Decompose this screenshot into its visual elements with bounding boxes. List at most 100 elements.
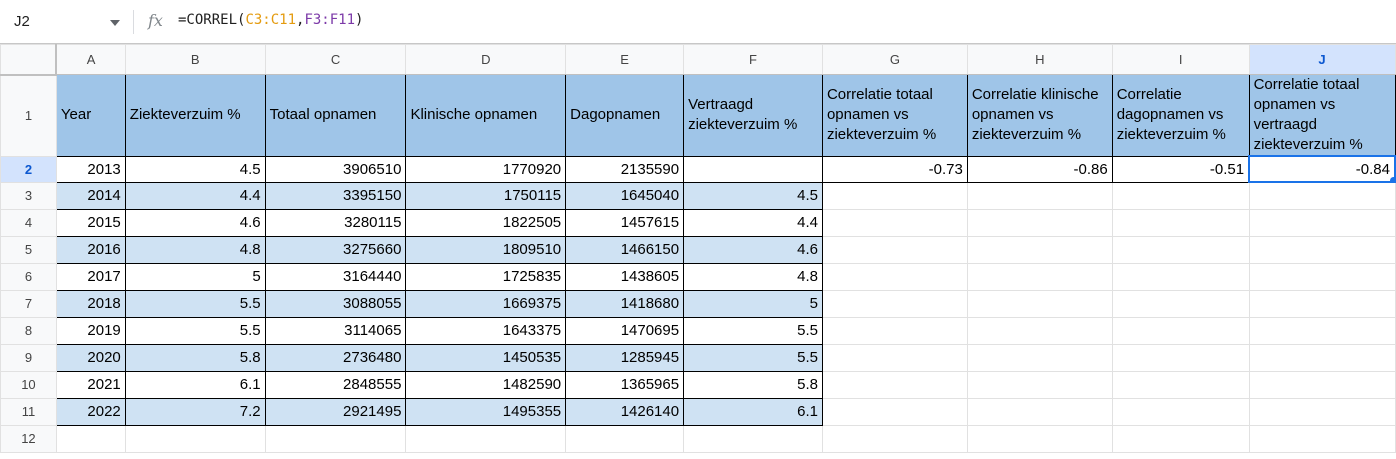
cell-i5[interactable] [1111,235,1250,264]
cell-h11[interactable] [966,397,1113,426]
cell-d12[interactable] [405,424,567,453]
cell-vertraagd-ziekteverzuim[interactable]: 4.8 [683,262,823,291]
header-cell-j[interactable]: Correlatie totaal opnamen vs vertraagd z… [1248,74,1396,157]
cell-totaal-opnamen[interactable]: 3275660 [264,235,407,264]
cell-j9[interactable] [1248,343,1396,372]
cell-ziekteverzuim[interactable]: 5 [124,262,266,291]
header-cell-a[interactable]: Year [55,74,126,157]
cell-i9[interactable] [1111,343,1250,372]
cell-klinische-opnamen[interactable]: 1725835 [405,262,567,291]
cell-g9[interactable] [821,343,968,372]
cell-ziekteverzuim[interactable]: 7.2 [124,397,266,426]
cell-year[interactable]: 2014 [55,181,126,210]
cell-j11[interactable] [1248,397,1396,426]
header-cell-h[interactable]: Correlatie klinische opnamen vs ziekteve… [966,74,1113,157]
cell-ziekteverzuim[interactable]: 5.5 [124,289,266,318]
cell-vertraagd-ziekteverzuim[interactable]: 5 [683,289,823,318]
cell-klinische-opnamen[interactable]: 1750115 [405,181,567,210]
row-header-8[interactable]: 8 [0,316,57,345]
header-cell-e[interactable]: Dagopnamen [565,74,685,157]
cell-totaal-opnamen[interactable]: 3088055 [264,289,407,318]
cell-year[interactable]: 2021 [55,370,126,399]
cell-j4[interactable] [1248,208,1396,237]
cell-j7[interactable] [1248,289,1396,318]
row-header-1[interactable]: 1 [0,74,57,157]
header-cell-f[interactable]: Vertraagd ziekteverzuim % [683,74,823,157]
cell-i4[interactable] [1111,208,1250,237]
column-header-h[interactable]: H [966,44,1113,75]
row-header-10[interactable]: 10 [0,370,57,399]
cell-f12[interactable] [683,424,823,453]
cell-a12[interactable] [55,424,126,453]
row-header-6[interactable]: 6 [0,262,57,291]
cell-vertraagd-ziekteverzuim[interactable]: 5.8 [683,370,823,399]
cell-year[interactable]: 2016 [55,235,126,264]
cell-klinische-opnamen[interactable]: 1495355 [405,397,567,426]
cell-vertraagd-ziekteverzuim[interactable]: 5.5 [683,343,823,372]
cell-vertraagd-ziekteverzuim[interactable]: 6.1 [683,397,823,426]
cell-g11[interactable] [821,397,968,426]
cell-dagopnamen[interactable]: 1365965 [565,370,685,399]
cell-klinische-opnamen[interactable]: 1822505 [405,208,567,237]
cell-h3[interactable] [966,181,1113,210]
cell-totaal-opnamen[interactable]: 2736480 [264,343,407,372]
cell-dagopnamen[interactable]: 1457615 [565,208,685,237]
cell-g12[interactable] [821,424,968,453]
cell-ziekteverzuim[interactable]: 4.8 [124,235,266,264]
cell-vertraagd-ziekteverzuim[interactable]: 4.5 [683,181,823,210]
cell-totaal-opnamen[interactable]: 2848555 [264,370,407,399]
cell-c12[interactable] [264,424,407,453]
cell-dagopnamen[interactable]: 2135590 [565,155,685,183]
select-all-corner[interactable] [0,44,58,76]
cell-i10[interactable] [1111,370,1250,399]
cell-dagopnamen[interactable]: 1645040 [565,181,685,210]
cell-j6[interactable] [1248,262,1396,291]
cell-year[interactable]: 2015 [55,208,126,237]
cell-dagopnamen[interactable]: 1426140 [565,397,685,426]
column-header-e[interactable]: E [565,44,685,75]
cell-g5[interactable] [821,235,968,264]
cell-year[interactable]: 2017 [55,262,126,291]
cell-vertraagd-ziekteverzuim[interactable] [683,155,823,183]
cell-h6[interactable] [966,262,1113,291]
cell-j10[interactable] [1248,370,1396,399]
cell-i12[interactable] [1111,424,1250,453]
column-header-f[interactable]: F [683,44,823,75]
cell-year[interactable]: 2013 [55,155,126,183]
cell-ziekteverzuim[interactable]: 5.8 [124,343,266,372]
cell-i11[interactable] [1111,397,1250,426]
cell-g10[interactable] [821,370,968,399]
fill-handle[interactable] [1389,176,1394,180]
cell-ziekteverzuim[interactable]: 6.1 [124,370,266,399]
row-header-5[interactable]: 5 [0,235,57,264]
cell-dagopnamen[interactable]: 1466150 [565,235,685,264]
cell-h5[interactable] [966,235,1113,264]
cell-year[interactable]: 2019 [55,316,126,345]
cell-dagopnamen[interactable]: 1438605 [565,262,685,291]
cell-g8[interactable] [821,316,968,345]
cell-j12[interactable] [1248,424,1396,453]
cell-totaal-opnamen[interactable]: 3395150 [264,181,407,210]
cell-totaal-opnamen[interactable]: 3164440 [264,262,407,291]
cell-g4[interactable] [821,208,968,237]
cell-j5[interactable] [1248,235,1396,264]
cell-ziekteverzuim[interactable]: 4.4 [124,181,266,210]
row-header-2[interactable]: 2 [0,155,57,183]
cell-dagopnamen[interactable]: 1470695 [565,316,685,345]
cell-e12[interactable] [565,424,685,453]
cell-h12[interactable] [966,424,1113,453]
column-header-g[interactable]: G [821,44,968,75]
cell-j8[interactable] [1248,316,1396,345]
cell-totaal-opnamen[interactable]: 2921495 [264,397,407,426]
cell-dagopnamen[interactable]: 1418680 [565,289,685,318]
cell-year[interactable]: 2018 [55,289,126,318]
cell-j3[interactable] [1248,181,1396,210]
cell-totaal-opnamen[interactable]: 3114065 [264,316,407,345]
cell-klinische-opnamen[interactable]: 1450535 [405,343,567,372]
cell-totaal-opnamen[interactable]: 3906510 [264,155,407,183]
cell-klinische-opnamen[interactable]: 1643375 [405,316,567,345]
cell-year[interactable]: 2020 [55,343,126,372]
cell-totaal-opnamen[interactable]: 3280115 [264,208,407,237]
cell-g2[interactable]: -0.73 [821,155,968,183]
cell-g3[interactable] [821,181,968,210]
